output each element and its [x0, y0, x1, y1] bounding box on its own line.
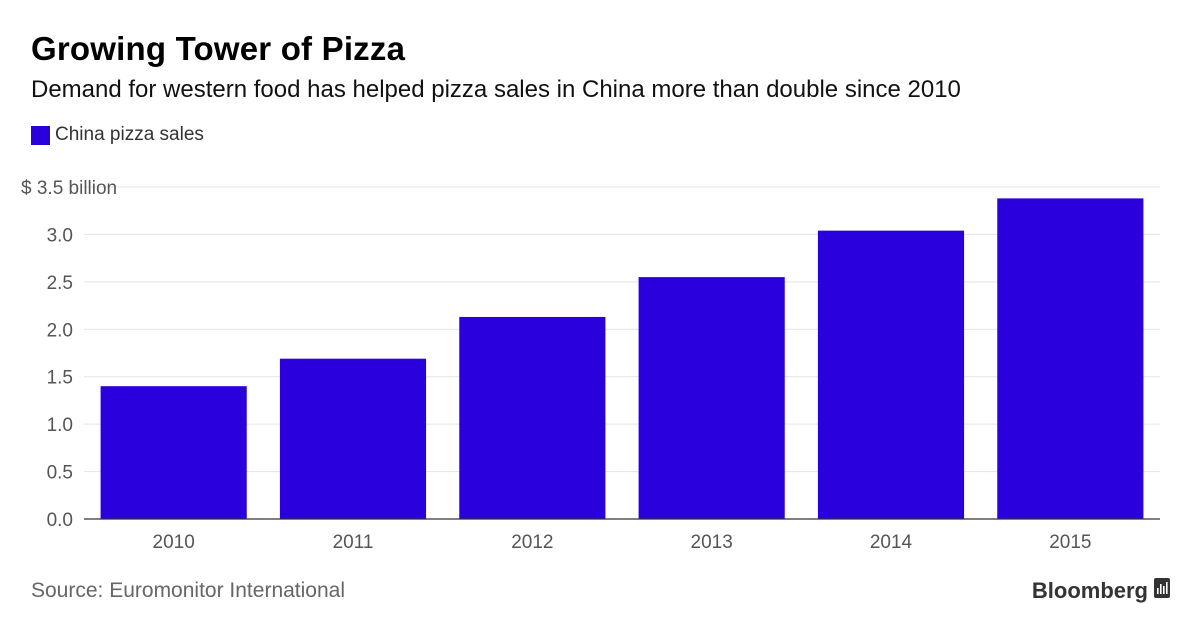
bar: [817, 230, 965, 520]
y-tick-label: 2.0: [47, 320, 73, 341]
y-tick-label: 0.0: [47, 510, 73, 531]
x-tick-label: 2014: [870, 532, 913, 553]
x-tick-label: 2015: [1049, 532, 1091, 553]
brand-name: Bloomberg: [1031, 578, 1148, 603]
x-tick-label: 2011: [333, 532, 374, 553]
chart-subtitle: Demand for western food has helped pizza…: [31, 76, 961, 103]
x-tick-label: 2010: [153, 532, 195, 553]
bar: [638, 277, 785, 519]
legend: China pizza sales: [31, 124, 204, 146]
bar: [459, 316, 606, 519]
brand-logo: Bloomberg: [1032, 578, 1170, 604]
x-tick-label: 2013: [691, 532, 733, 553]
source-note: Source: Euromonitor International: [31, 579, 346, 602]
bar: [997, 198, 1144, 519]
y-tick-label: $ 3.5 billion: [21, 178, 117, 199]
y-tick-label: 1.0: [47, 415, 73, 436]
y-tick-label: 3.0: [47, 225, 73, 246]
y-tick-label: 1.5: [47, 368, 73, 389]
legend-swatch: [31, 125, 50, 145]
y-tick-label: 0.5: [47, 463, 73, 484]
x-tick-label: 2012: [511, 532, 553, 553]
chart-title: Growing Tower of Pizza: [31, 30, 406, 67]
y-tick-label: 2.5: [47, 273, 73, 294]
bar: [279, 358, 427, 519]
bloomberg-terminal-icon: [1154, 578, 1170, 604]
legend-label: China pizza sales: [55, 124, 204, 145]
bar: [100, 386, 247, 519]
